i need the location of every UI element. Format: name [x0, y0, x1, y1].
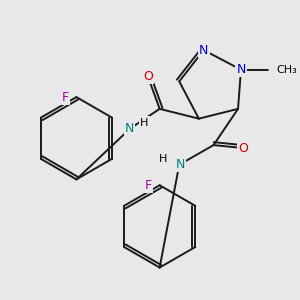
Text: CH₃: CH₃ — [276, 65, 297, 75]
Text: N: N — [175, 158, 185, 171]
Text: F: F — [61, 91, 69, 103]
Text: N: N — [125, 122, 134, 135]
Text: N: N — [236, 63, 246, 76]
Text: N: N — [199, 44, 208, 57]
Text: O: O — [143, 70, 153, 83]
Text: H: H — [159, 154, 167, 164]
Text: H: H — [140, 118, 148, 128]
Text: O: O — [238, 142, 248, 154]
Text: F: F — [145, 179, 152, 192]
